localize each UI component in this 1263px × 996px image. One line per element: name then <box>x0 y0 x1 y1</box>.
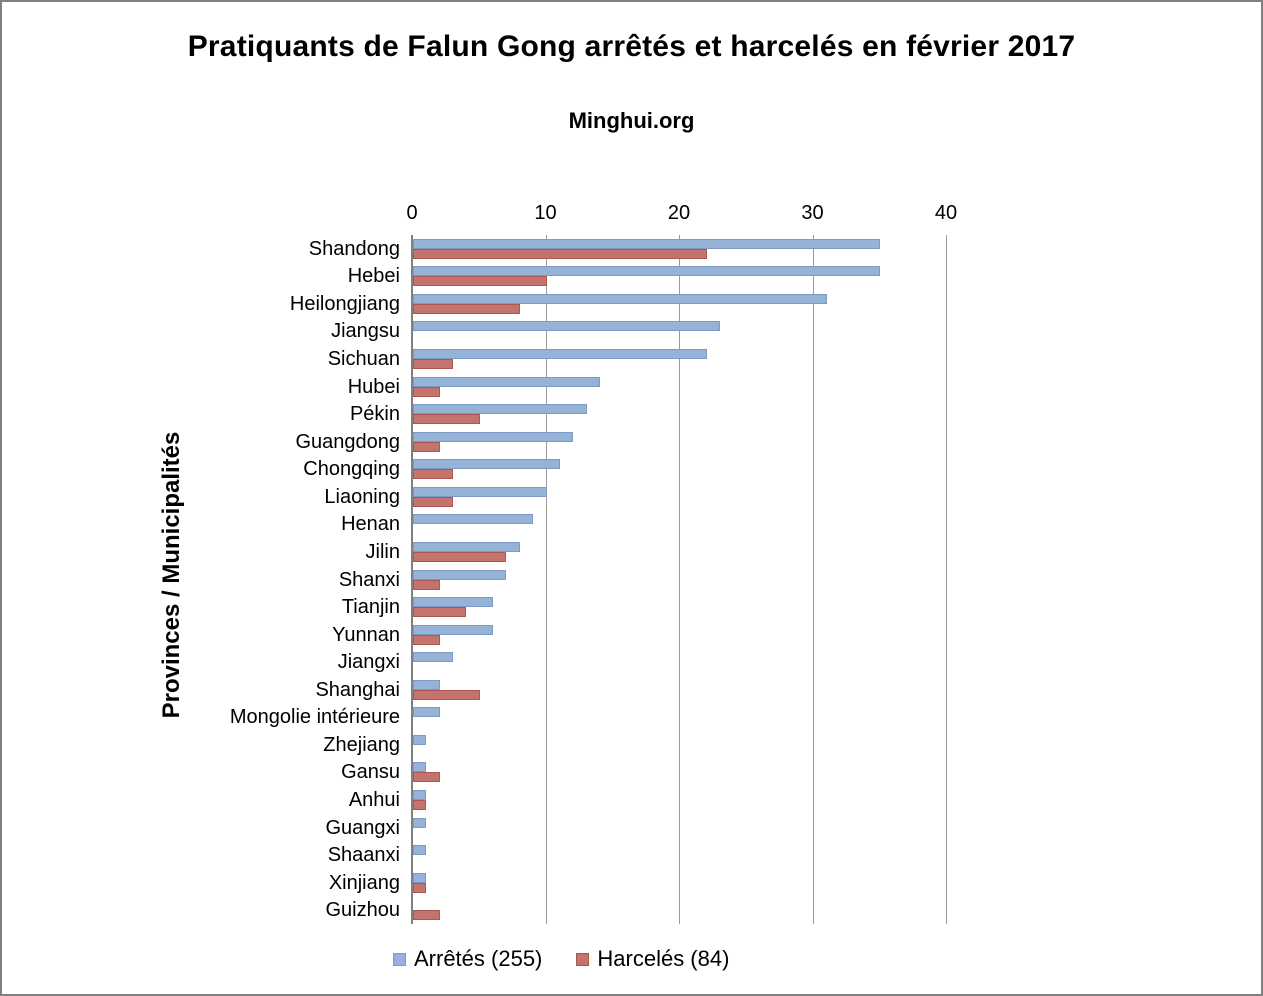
gridline <box>679 235 680 924</box>
bar-arretes <box>413 817 427 828</box>
category-label: Heilongjiang <box>289 292 400 315</box>
bar-harceles <box>413 551 507 562</box>
legend-label: Arrêtés (255) <box>414 946 543 971</box>
bar-harceles <box>413 579 440 590</box>
category-label: Shandong <box>308 237 400 260</box>
category-label: Guangdong <box>295 430 400 453</box>
category-label: Shaanxi <box>327 844 400 867</box>
bar-harceles <box>413 882 427 893</box>
bar-arretes <box>413 486 547 497</box>
category-label: Mongolie intérieure <box>229 706 400 729</box>
bar-harceles <box>413 303 520 314</box>
bar-arretes <box>413 762 427 773</box>
legend: Arrêtés (255) Harcelés (84) <box>393 946 729 972</box>
x-tick-label: 40 <box>934 202 958 224</box>
bar-harceles <box>413 248 707 259</box>
bar-harceles <box>413 414 480 425</box>
bar-arretes <box>413 293 827 304</box>
bar-harceles <box>413 607 467 618</box>
gridline <box>545 235 547 924</box>
bar-harceles <box>413 689 480 700</box>
bar-harceles <box>413 469 454 480</box>
bar-harceles <box>413 441 440 452</box>
bar-arretes <box>413 404 587 415</box>
x-tick-label: 0 <box>406 202 418 224</box>
bar-harceles <box>413 276 547 287</box>
bar-arretes <box>413 845 427 856</box>
x-tick-label: 30 <box>801 202 824 224</box>
category-label: Shanghai <box>315 678 400 701</box>
category-label: Liaoning <box>324 485 400 508</box>
legend-label: Harcelés (84) <box>597 946 730 971</box>
bar-arretes <box>413 734 427 745</box>
bar-arretes <box>413 238 881 249</box>
category-label: Tianjin <box>341 596 400 619</box>
legend-item-arretes: Arrêtés (255) <box>393 946 542 972</box>
bar-arretes <box>413 431 574 442</box>
bar-arretes <box>413 349 707 360</box>
bar-harceles <box>413 386 440 397</box>
legend-swatch-icon <box>576 952 590 966</box>
bar-arretes <box>413 624 494 635</box>
bar-harceles <box>413 359 454 370</box>
chart-subtitle: Minghui.org <box>568 108 695 133</box>
gridline <box>946 235 947 924</box>
category-label: Anhui <box>348 788 400 811</box>
legend-swatch-icon <box>393 952 406 966</box>
bar-harceles <box>413 772 440 783</box>
category-label: Gansu <box>341 761 400 784</box>
bar-harceles <box>413 496 454 507</box>
bar-arretes <box>413 514 534 525</box>
category-label: Jilin <box>365 540 400 563</box>
category-label: Pékin <box>349 403 400 426</box>
bar-arretes <box>413 707 440 718</box>
bar-arretes <box>413 679 440 690</box>
bar-harceles <box>413 634 440 645</box>
bar-arretes <box>413 459 560 470</box>
y-axis-line <box>411 235 413 924</box>
bar-arretes <box>413 652 454 663</box>
bar-arretes <box>413 376 600 387</box>
category-label: Henan <box>341 513 400 536</box>
bar-arretes <box>413 266 881 277</box>
category-label: Chongqing <box>303 458 400 481</box>
bar-harceles <box>413 910 440 921</box>
x-tick-label: 10 <box>534 202 557 224</box>
bar-arretes <box>413 321 721 332</box>
chart-title: Pratiquants de Falun Gong arrêtés et har… <box>187 30 1076 63</box>
bar-arretes <box>413 541 520 552</box>
category-label: Guangxi <box>325 816 401 839</box>
bar-arretes <box>413 569 507 580</box>
category-label: Guizhou <box>325 899 401 922</box>
category-label: Zhejiang <box>323 733 400 756</box>
category-label: Jiangxi <box>337 651 400 674</box>
category-label: Shanxi <box>338 568 400 591</box>
category-label: Xinjiang <box>328 871 400 894</box>
bar-arretes <box>413 872 427 883</box>
category-label: Sichuan <box>327 348 400 371</box>
category-label: Hebei <box>347 265 400 288</box>
x-tick-label: 20 <box>667 202 691 224</box>
gridline <box>812 235 814 924</box>
bar-arretes <box>413 597 494 608</box>
bar-harceles <box>413 799 427 810</box>
category-label: Yunnan <box>332 623 400 646</box>
legend-item-harceles: Harcelés (84) <box>576 946 729 972</box>
category-label: Jiangsu <box>331 320 400 343</box>
category-label: Hubei <box>347 375 400 398</box>
bar-arretes <box>413 789 427 800</box>
